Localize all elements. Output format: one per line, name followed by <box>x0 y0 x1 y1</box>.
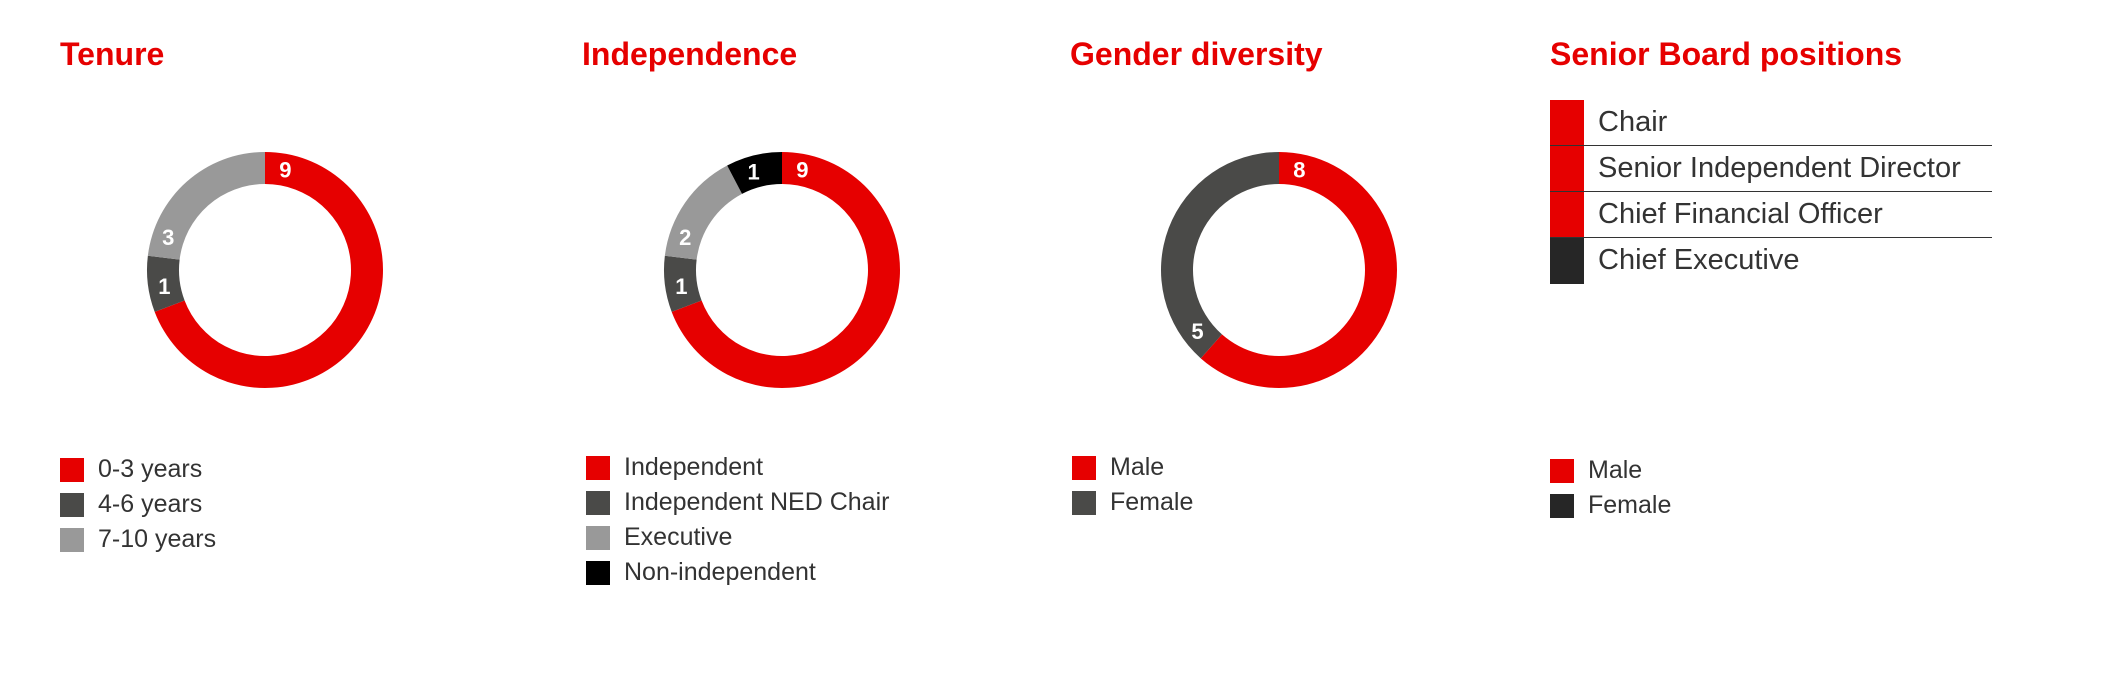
position-label: Senior Independent Director <box>1598 152 1961 184</box>
legend-swatch <box>60 527 84 552</box>
gender-donut: 85 <box>1161 152 1397 388</box>
senior-board-panel: Senior Board positions Chair Senior Inde… <box>1550 0 2070 673</box>
legend-swatch <box>60 492 84 517</box>
legend-swatch <box>586 525 610 550</box>
position-row-senior-independent-director: Senior Independent Director <box>1550 146 1992 192</box>
donut-segment-independent-ned-chair <box>664 255 702 312</box>
legend-item-executive: Executive <box>586 520 889 555</box>
legend-item-male: Male <box>1550 453 1671 488</box>
legend-swatch <box>1550 493 1574 518</box>
legend-label: Independent NED Chair <box>624 488 890 516</box>
data-label-independent: 9 <box>796 158 808 183</box>
donut-segment-non-independent <box>727 152 782 194</box>
legend-item-7-10-years: 7-10 years <box>60 522 216 557</box>
legend-swatch <box>586 490 610 515</box>
legend-label: 0-3 years <box>98 455 203 483</box>
tenure-title: Tenure <box>60 36 165 72</box>
data-label-0-3-years: 9 <box>279 158 291 183</box>
legend-label: Male <box>1588 456 1643 484</box>
gender-legend: Male Female <box>1072 450 1193 520</box>
position-swatch <box>1550 238 1584 284</box>
independence-title: Independence <box>582 36 798 72</box>
legend-swatch <box>586 455 610 480</box>
data-label-4-6-years: 1 <box>158 274 170 299</box>
data-label-independent-ned-chair: 1 <box>675 274 687 299</box>
legend-label: Executive <box>624 523 733 551</box>
legend-item-0-3-years: 0-3 years <box>60 452 216 487</box>
legend-swatch <box>586 560 610 585</box>
senior-board-title: Senior Board positions <box>1550 36 1903 72</box>
donut-segment-male <box>1200 152 1397 388</box>
tenure-panel: Tenure 9 1 3 0-3 years 4-6 years 7-10 years <box>60 0 540 673</box>
legend-swatch <box>1072 490 1096 515</box>
data-label-non-independent: 1 <box>747 160 759 185</box>
legend-label: Female <box>1110 488 1194 516</box>
legend-swatch <box>1072 455 1096 480</box>
legend-label: Male <box>1110 453 1165 481</box>
legend-item-female: Female <box>1072 485 1193 520</box>
donut-segment-4-6-years <box>147 255 185 312</box>
position-swatch <box>1550 146 1584 191</box>
legend-label: Female <box>1588 491 1672 519</box>
tenure-legend: 0-3 years 4-6 years 7-10 years <box>60 452 216 557</box>
data-label-male: 8 <box>1293 158 1305 183</box>
tenure-donut: 9 1 3 <box>147 152 383 388</box>
legend-swatch <box>60 457 84 482</box>
gender-title: Gender diversity <box>1070 36 1323 72</box>
independence-legend: Independent Independent NED Chair Executiv… <box>586 450 889 590</box>
legend-label: 7-10 years <box>98 525 217 553</box>
legend-item-non-independent: Non-independent <box>586 555 889 590</box>
position-label: Chief Financial Officer <box>1598 198 1883 230</box>
position-row-chair: Chair <box>1550 100 1992 146</box>
legend-item-female: Female <box>1550 488 1671 523</box>
legend-item-independent-ned-chair: Independent NED Chair <box>586 485 889 520</box>
legend-item-male: Male <box>1072 450 1193 485</box>
position-label: Chief Executive <box>1598 244 1800 276</box>
legend-swatch <box>1550 458 1574 483</box>
independence-donut: 9 1 2 1 <box>664 152 900 388</box>
donut-segment-female <box>1161 152 1279 359</box>
position-row-chief-financial-officer: Chief Financial Officer <box>1550 192 1992 238</box>
data-label-female: 5 <box>1191 319 1203 344</box>
position-label: Chair <box>1598 106 1668 138</box>
data-label-executive: 2 <box>679 225 691 250</box>
data-label-7-10-years: 3 <box>162 225 174 250</box>
legend-label: Independent <box>624 453 764 481</box>
legend-item-independent: Independent <box>586 450 889 485</box>
donut-segment-7-10-years <box>147 152 265 260</box>
legend-label: Non-independent <box>624 558 816 586</box>
legend-label: 4-6 years <box>98 490 203 518</box>
senior-board-positions: Chair Senior Independent Director Chief … <box>1550 100 1992 284</box>
senior-board-legend: Male Female <box>1550 453 1671 523</box>
position-swatch <box>1550 192 1584 237</box>
legend-item-4-6-years: 4-6 years <box>60 487 216 522</box>
donut-segment-executive <box>664 165 743 260</box>
position-swatch <box>1550 100 1584 145</box>
position-row-chief-executive: Chief Executive <box>1550 238 1992 284</box>
